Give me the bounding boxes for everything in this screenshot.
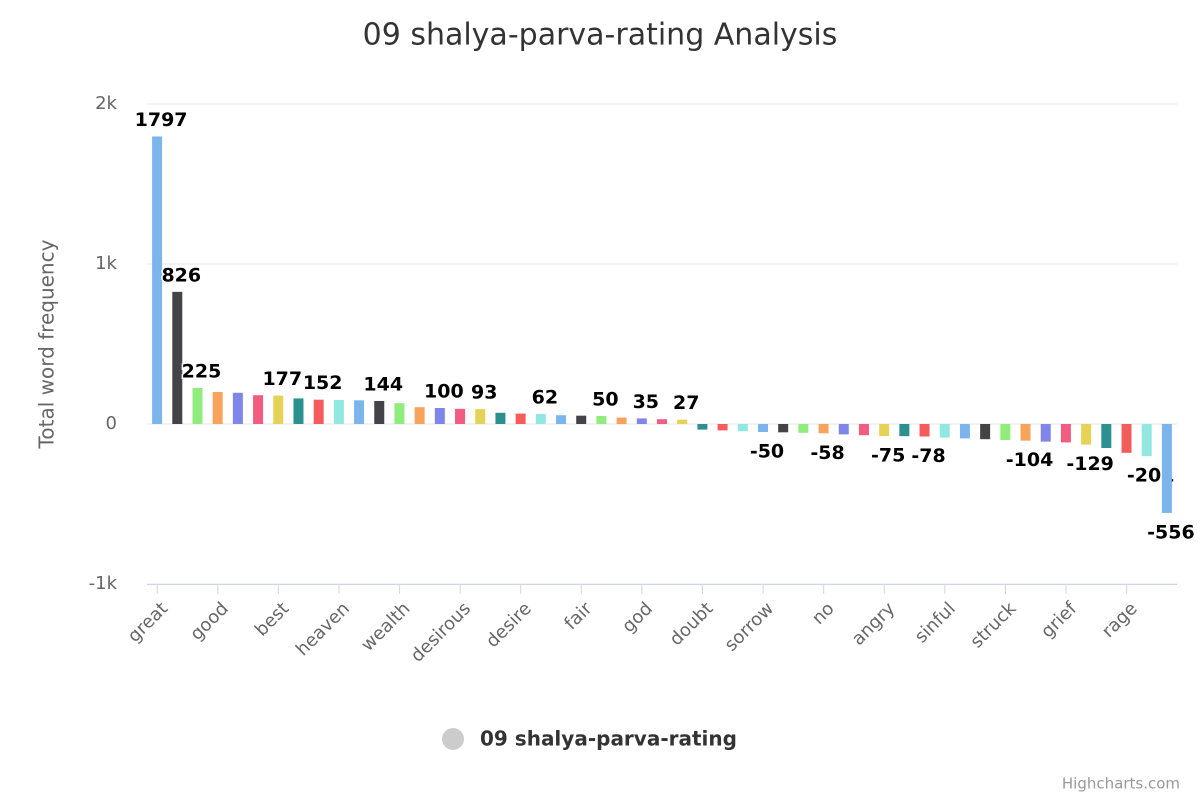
bar xyxy=(172,291,183,424)
bar xyxy=(677,419,688,424)
bar xyxy=(232,392,243,424)
bar xyxy=(838,424,849,435)
data-label: -58 xyxy=(810,442,844,464)
bar xyxy=(879,424,890,436)
bar xyxy=(899,424,910,437)
y-tick-label: -1k xyxy=(89,573,118,594)
legend-label: 09 shalya-parva-rating xyxy=(480,727,737,751)
data-label: 62 xyxy=(532,387,558,409)
data-label: 826 xyxy=(161,264,201,286)
bar xyxy=(778,424,789,433)
bar xyxy=(757,424,768,432)
bar xyxy=(919,424,930,437)
data-label: 27 xyxy=(673,392,699,414)
data-label: 225 xyxy=(182,361,222,383)
bar xyxy=(374,400,385,424)
bar xyxy=(495,412,506,424)
data-label: -75 xyxy=(871,445,905,467)
bar xyxy=(1060,424,1071,443)
bar xyxy=(1161,424,1172,513)
bar xyxy=(192,388,203,424)
bar xyxy=(535,414,546,424)
bar xyxy=(616,417,627,424)
bar xyxy=(737,424,748,432)
y-tick-label: 0 xyxy=(106,413,117,434)
data-label: 1797 xyxy=(135,109,188,131)
bar xyxy=(515,413,526,424)
data-label: -104 xyxy=(1006,449,1054,471)
bar xyxy=(313,399,324,424)
y-tick-label: 2k xyxy=(95,93,117,114)
data-label: -129 xyxy=(1066,453,1114,475)
bar xyxy=(414,407,425,424)
bar xyxy=(455,408,466,424)
bar xyxy=(1141,424,1152,457)
data-label: 100 xyxy=(424,381,464,403)
bar xyxy=(293,398,304,424)
legend-symbol xyxy=(442,728,464,750)
bar xyxy=(475,409,486,424)
bar xyxy=(212,392,223,424)
data-label: -78 xyxy=(911,445,945,467)
data-label: 35 xyxy=(633,391,659,413)
bar xyxy=(939,424,950,438)
bar xyxy=(394,403,405,424)
bar xyxy=(657,419,667,424)
y-axis-title: Total word frequency xyxy=(35,239,59,449)
bar xyxy=(1081,424,1092,445)
data-label: 144 xyxy=(363,373,403,395)
bar xyxy=(1101,424,1112,448)
bar xyxy=(434,408,445,424)
credits[interactable]: Highcharts.com xyxy=(1062,775,1180,793)
bar xyxy=(596,416,607,424)
bar xyxy=(858,424,869,436)
bar xyxy=(818,424,829,434)
bar xyxy=(273,395,284,424)
bar xyxy=(1121,424,1132,453)
y-tick-label: 1k xyxy=(95,253,117,274)
chart-title: 09 shalya-parva-rating Analysis xyxy=(363,18,838,53)
bar xyxy=(354,400,365,424)
bar xyxy=(556,415,567,424)
data-label: -556 xyxy=(1147,521,1195,543)
bar xyxy=(1000,424,1011,440)
bar xyxy=(576,415,587,424)
bar xyxy=(253,395,264,424)
bar xyxy=(152,136,163,425)
bar xyxy=(1020,424,1031,441)
data-label: 93 xyxy=(471,382,497,404)
data-label: 152 xyxy=(303,372,343,394)
bar xyxy=(798,424,809,433)
bar xyxy=(959,424,970,439)
bar xyxy=(333,400,344,424)
bar xyxy=(980,424,991,440)
data-label: -50 xyxy=(750,441,784,463)
data-label: 50 xyxy=(592,389,618,411)
bar xyxy=(636,418,647,424)
bar xyxy=(717,424,728,431)
bar xyxy=(697,424,708,430)
data-label: 177 xyxy=(262,368,302,390)
bar xyxy=(1040,424,1051,442)
